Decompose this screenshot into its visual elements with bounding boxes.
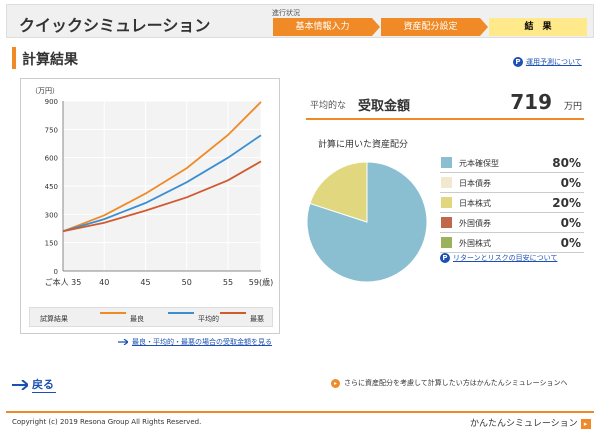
legend-label-average: 平均的 [198,315,219,323]
risk-return-link[interactable]: P リターンとリスクの目安について [440,253,557,263]
pie-slice [306,161,428,283]
allocation-swatch [441,237,452,248]
step-result-label: 結 果 [524,22,552,32]
p-icon: P [440,253,450,263]
simple-simulation-link-label: かんたんシミュレーション [470,419,578,429]
y-tick-label: 450 [45,183,58,191]
arrow-right-icon [12,380,28,390]
x-tick-label: ご本人 35 [45,277,82,287]
line-chart: 0 150 300 450 600 750 900 （万円） ご本人 35 40 45 50 55 59(… [31,87,273,287]
chart-legend: 試算結果 最良 平均的 最悪 [29,307,273,327]
back-underline [32,392,56,393]
header-bar: クイックシミュレーション 進行状況 基本情報入力 資産配分設定 結 果 [6,4,594,38]
average-label: 受取金額 [358,99,411,114]
allocation-name: 日本債券 [459,179,491,188]
allocation-row: 外国株式 0% [440,233,584,253]
simple-sim-note-text: さらに資産配分を考慮して計算したい方はかんたんシミュレーションへ [344,379,568,387]
legend-line-worst [220,312,246,314]
box-arrow-icon: ▸ [580,418,591,429]
simple-sim-note: ▸ さらに資産配分を考慮して計算したい方はかんたんシミュレーションへ [331,378,568,388]
forecast-info-link-label: 運用予測について [526,58,582,66]
arrow-right-icon [118,339,128,345]
x-tick-label: 40 [99,278,109,287]
footer-divider [6,411,594,413]
compare-scenarios-link-label: 最良・平均的・最悪の場合の受取金額を見る [132,338,272,346]
legend-label-best: 最良 [130,315,144,323]
legend-label-worst: 最悪 [250,315,264,323]
back-button-label: 戻る [32,378,54,391]
y-tick-label: 300 [45,211,58,219]
legend-title: 試算結果 [40,315,68,323]
y-tick-label: 750 [45,126,58,134]
forecast-info-link[interactable]: P 運用予測について [513,57,582,67]
average-result-row: 平均的な 受取金額 719 万円 [306,90,584,120]
allocation-pie-chart [306,161,428,283]
back-button[interactable]: 戻る [12,376,54,392]
compare-scenarios-link[interactable]: 最良・平均的・最悪の場合の受取金額を見る [118,337,272,347]
section-accent-bar [12,47,16,69]
step-asset-allocation: 資産配分設定 [381,18,488,36]
step-result: 結 果 [489,18,587,36]
average-unit: 万円 [563,102,582,112]
y-axis-label: （万円） [31,87,59,95]
allocation-swatch [441,177,452,188]
p-icon: P [513,57,523,67]
step-asset-allocation-label: 資産配分設定 [403,22,458,32]
x-tick-label: 55 [223,278,233,287]
allocation-row: 日本債券 0% [440,173,584,193]
average-prefix: 平均的な [310,101,347,111]
average-value: 719 [510,90,552,114]
chart-panel: 0 150 300 450 600 750 900 （万円） ご本人 35 40 45 50 55 59(… [20,78,280,334]
allocation-name: 外国債券 [459,219,491,228]
y-tick-label: 600 [45,155,58,163]
simple-simulation-link[interactable]: かんたんシミュレーション ▸ [470,416,591,429]
allocation-pct: 80% [552,156,581,170]
y-tick-label: 900 [45,98,58,106]
allocation-pct: 0% [560,216,581,230]
x-tick-label: 45 [140,278,150,287]
y-tick-label: 150 [45,240,58,248]
allocation-name: 日本株式 [459,199,491,208]
allocation-swatch [441,157,452,168]
section-title: 計算結果 [22,52,78,68]
allocation-pct: 0% [560,236,581,250]
allocation-swatch [441,217,452,228]
legend-line-average [168,312,194,314]
progress-label: 進行状況 [272,9,300,17]
allocation-name: 外国株式 [459,239,491,248]
legend-line-best [100,312,126,314]
step-basic-info-label: 基本情報入力 [295,22,350,32]
x-tick-label: 50 [182,278,192,287]
allocation-row: 日本株式 20% [440,193,584,213]
series-line-best [62,101,262,233]
copyright: Copyright (c) 2019 Resona Group All Righ… [12,418,202,426]
allocation-pct: 20% [552,196,581,210]
step-arrow-icon [480,18,488,36]
arrow-circle-icon: ▸ [331,378,340,388]
allocation-row: 外国債券 0% [440,213,584,233]
app-title: クイックシミュレーション [19,16,211,35]
allocation-name: 元本確保型 [459,159,499,168]
pie-slice [309,161,368,223]
x-tick-label: 59(歳) [249,277,273,287]
risk-return-link-label: リターンとリスクの目安について [453,254,558,262]
y-tick-label: 0 [54,268,58,276]
allocation-swatch [441,197,452,208]
allocation-table: 元本確保型 80% 日本債券 0% 日本株式 20% 外国債券 0% 外国株式 … [440,153,584,253]
step-arrow-icon [372,18,380,36]
allocation-pct: 0% [560,176,581,190]
series-line-worst [62,160,262,233]
allocation-row: 元本確保型 80% [440,153,584,173]
step-basic-info: 基本情報入力 [273,18,380,36]
series-line-average [62,134,262,233]
allocation-title: 計算に用いた資産配分 [318,140,409,150]
